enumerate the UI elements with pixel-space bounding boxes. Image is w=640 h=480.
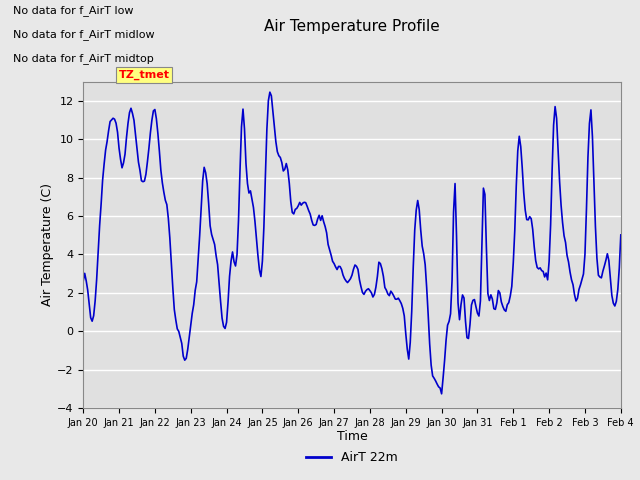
Legend: AirT 22m: AirT 22m (301, 446, 403, 469)
Text: TZ_tmet: TZ_tmet (118, 70, 170, 80)
Text: No data for f_AirT midlow: No data for f_AirT midlow (13, 29, 154, 40)
Y-axis label: Air Temperature (C): Air Temperature (C) (41, 183, 54, 306)
X-axis label: Time: Time (337, 431, 367, 444)
Text: Air Temperature Profile: Air Temperature Profile (264, 19, 440, 34)
Text: No data for f_AirT midtop: No data for f_AirT midtop (13, 53, 154, 64)
Text: No data for f_AirT low: No data for f_AirT low (13, 5, 133, 16)
